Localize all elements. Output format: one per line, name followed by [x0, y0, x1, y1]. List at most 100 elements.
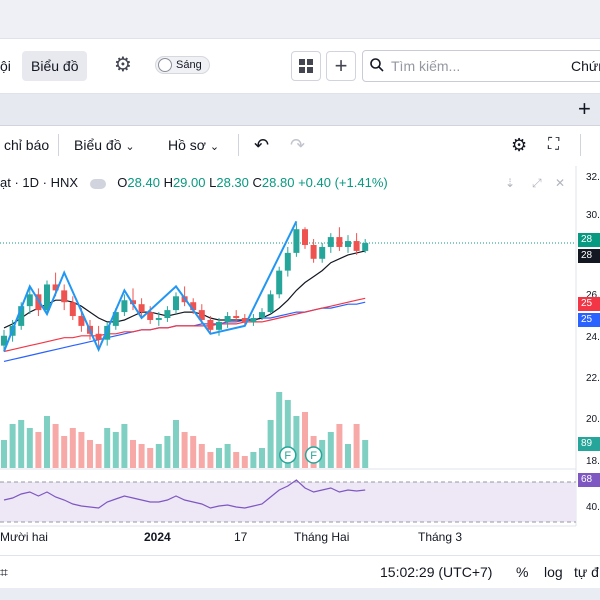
candle-body: [35, 294, 42, 311]
chart-type-label: Biểu đồ: [74, 137, 122, 153]
last-price-tag: 28: [578, 233, 600, 247]
clock-time[interactable]: 15:02:29 (UTC+7): [380, 564, 493, 580]
volume-bar: [26, 428, 33, 468]
top-right-partial-text: Chứn: [571, 58, 600, 74]
pattern-zigzag-line: [3, 220, 298, 353]
volume-bar: [112, 432, 119, 468]
search-placeholder: Tìm kiếm...: [391, 58, 461, 74]
new-tab-plus-icon[interactable]: +: [578, 96, 591, 121]
collapse-legend-icon[interactable]: [89, 178, 106, 189]
rsi-tick: 40.: [586, 502, 600, 513]
candle-body: [336, 237, 343, 247]
toolbar-divider: [580, 134, 581, 156]
close-value: 28.80: [261, 175, 295, 190]
candle-body: [78, 316, 85, 326]
ma-red-line: [3, 297, 366, 353]
candle-body: [95, 333, 102, 340]
layout-grid-icon[interactable]: [291, 51, 321, 81]
volume-bar: [336, 424, 343, 468]
volume-bar: [198, 444, 205, 468]
chevron-down-icon: ⌄: [125, 141, 135, 153]
bottom-toolbar: ⌗ 15:02:29 (UTC+7) % log tự đ: [0, 555, 600, 588]
candle-body: [233, 316, 240, 318]
candle-body: [173, 296, 179, 311]
candle-body: [310, 244, 317, 259]
settings-gear-icon[interactable]: ⚙: [511, 135, 528, 155]
footer-strip: [0, 588, 600, 600]
candle-body: [267, 294, 274, 313]
close-pane-icon[interactable]: ✕: [555, 176, 566, 190]
toggle-knob: [158, 58, 172, 72]
candle-body: [18, 306, 25, 326]
volume-bar: [44, 416, 50, 468]
volume-bar: [130, 440, 136, 468]
volume-bar: [87, 440, 93, 468]
volume-bar: [302, 412, 308, 468]
chart-legend: ạt · 1D · HNX O28.40 H29.00 L28.30 C28.8…: [0, 174, 388, 192]
add-plus-icon[interactable]: +: [326, 51, 356, 81]
candle-body: [61, 290, 68, 303]
date-range-icon[interactable]: ⌗: [0, 564, 8, 580]
theme-toggle-label: Sáng: [176, 59, 202, 71]
volume-bar: [224, 444, 231, 468]
volume-bar: [250, 452, 257, 468]
theme-toggle[interactable]: Sáng: [155, 56, 210, 74]
event-marker-icon: [279, 446, 297, 464]
volume-bar: [155, 444, 162, 468]
settings-gear-icon[interactable]: ⚙: [108, 51, 138, 81]
price-tick: 18.: [586, 456, 600, 467]
pattern-drawing[interactable]: [3, 220, 298, 353]
volume-bar: [284, 400, 291, 468]
nav-tab-partial[interactable]: ội: [0, 58, 11, 74]
candle-body: [259, 312, 265, 318]
candle-body: [207, 319, 214, 330]
volume-bar: [241, 456, 248, 468]
candlesticks: [1, 223, 369, 352]
open-value: 28.40: [127, 175, 160, 190]
profile-button[interactable]: Hồ sơ ⌄: [168, 134, 219, 156]
percent-scale-button[interactable]: %: [516, 564, 529, 580]
nav-tab-chart[interactable]: Biểu đồ: [22, 51, 88, 81]
maximize-pane-icon[interactable]: ⤢: [532, 176, 542, 190]
auto-scale-button[interactable]: tự đ: [574, 564, 599, 580]
volume-bar: [276, 392, 283, 468]
candle-body: [319, 246, 326, 259]
undo-icon[interactable]: ↶: [254, 135, 270, 155]
candle-body: [138, 304, 145, 313]
volume-bar: [95, 444, 102, 468]
redo-icon[interactable]: ↷: [290, 135, 306, 155]
volume-bar: [216, 448, 222, 468]
volume-bar: [233, 452, 240, 468]
volume-bar: [1, 440, 7, 468]
volume-bar: [52, 424, 59, 468]
scroll-down-arrow-icon[interactable]: ⇣: [505, 176, 516, 190]
indicators-button[interactable]: chỉ báo: [4, 137, 50, 153]
volume-bar: [173, 420, 179, 468]
time-label: Tháng Hai: [294, 530, 350, 544]
candle-body: [241, 318, 248, 322]
search-input[interactable]: Tìm kiếm... Chứn: [362, 50, 600, 82]
low-label: L: [209, 175, 217, 190]
price-tick: 20.: [586, 414, 600, 425]
candle-body: [250, 318, 257, 322]
search-icon: [370, 58, 384, 72]
candle-body: [69, 302, 76, 317]
candle-body: [164, 310, 171, 318]
low-value: 28.30: [216, 175, 249, 190]
candle-body: [293, 229, 300, 253]
price-tick: 22.: [586, 373, 600, 384]
chart-type-button[interactable]: Biểu đồ ⌄: [74, 134, 135, 156]
ma-price-tag: 25: [578, 297, 600, 311]
price-tick: 30.: [586, 210, 600, 221]
candle-body: [224, 316, 231, 322]
close-label: C: [252, 175, 262, 190]
candle-body: [216, 321, 222, 330]
time-label: Tháng 3: [418, 530, 463, 544]
fullscreen-icon[interactable]: ⛶: [548, 136, 560, 153]
ma-price-tag: 25: [578, 313, 600, 327]
symbol-label[interactable]: ạt · 1D · HNX: [0, 175, 79, 190]
log-scale-button[interactable]: log: [544, 564, 563, 580]
candle-body: [302, 229, 308, 245]
